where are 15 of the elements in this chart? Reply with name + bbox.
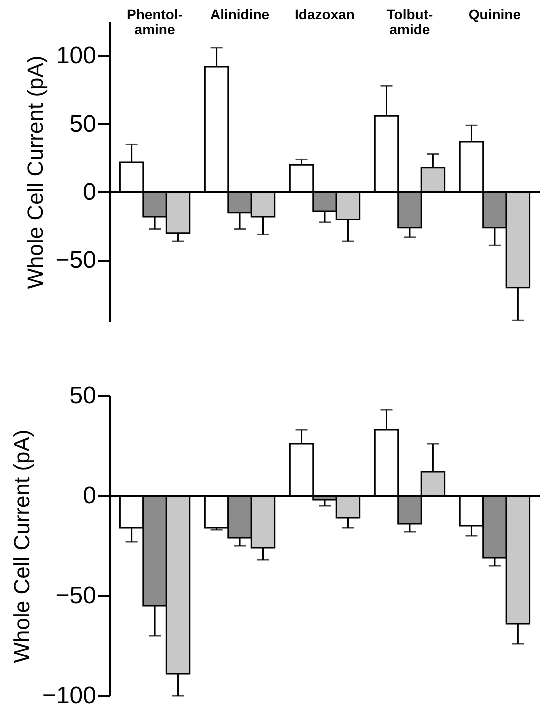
y-tick-label: 50 (70, 110, 96, 138)
x-tick-label: Idazoxan (295, 6, 355, 22)
x-tick-label: Tolbut- amide (386, 6, 434, 38)
y-axis-title: Whole Cell Current (pA) (22, 56, 48, 290)
x-tick-label: Quinine (468, 6, 522, 22)
y-tick-label: 0 (83, 178, 96, 206)
y-axis-title: Whole Cell Current (pA) (9, 430, 34, 664)
y-tick-label: 100 (56, 42, 96, 70)
x-tick-label: Phentol- amine (127, 6, 184, 38)
y-tick-label: 0 (83, 482, 96, 510)
y-tick-label: −50 (56, 247, 96, 274)
y-tick-label: −100 (42, 682, 96, 710)
x-tick-label: Alinidine (210, 6, 270, 22)
y-tick-label: 50 (70, 382, 96, 410)
y-tick-label: −50 (56, 582, 96, 610)
